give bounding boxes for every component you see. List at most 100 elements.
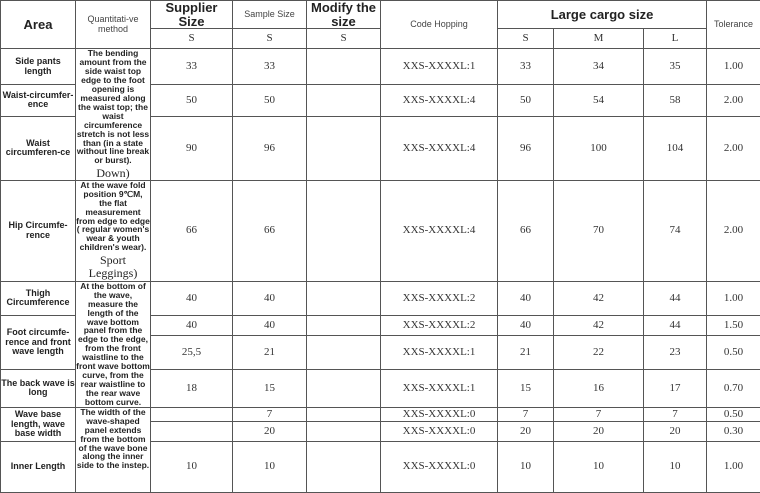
value-cell [151,421,233,441]
value-cell: 70 [554,180,644,281]
method-text: The bending amount from the side waist t… [77,49,149,166]
value-cell: 0.50 [707,407,760,421]
header-cell: Large cargo size [498,1,707,29]
value-cell: XXS-XXXXL:4 [381,116,498,180]
area-cell: Foot circumfe-rence and front wave lengt… [1,315,76,369]
empty-cell [307,369,381,407]
method-cell: At the bottom of the wave, measure the l… [76,281,151,407]
value-cell: 42 [554,281,644,315]
subheader-cell: S [307,29,381,49]
value-cell: 20 [233,421,307,441]
value-cell: 17 [644,369,707,407]
value-cell: 23 [644,335,707,369]
value-cell: 7 [233,407,307,421]
value-cell: 20 [644,421,707,441]
method-note: Sport Leggings) [76,254,150,279]
header-cell: Sample Size [233,1,307,29]
value-cell: 66 [233,180,307,281]
empty-cell [307,281,381,315]
value-cell: 40 [151,315,233,335]
value-cell: 44 [644,281,707,315]
value-cell: 1.00 [707,441,760,492]
method-cell: At the wave fold position 9℃M, the flat … [76,180,151,281]
page: Area Quantitati-ve method Supplier Size … [0,0,760,473]
value-cell: 15 [233,369,307,407]
value-cell: 22 [554,335,644,369]
header-cell: Quantitati-ve method [76,1,151,49]
value-cell: 54 [554,85,644,117]
value-cell: 0.70 [707,369,760,407]
value-cell: 0.30 [707,421,760,441]
value-cell: 0.50 [707,335,760,369]
area-cell: Side pants length [1,49,76,85]
subheader-cell: L [644,29,707,49]
value-cell: 10 [151,441,233,492]
value-cell: 21 [498,335,554,369]
value-cell: 10 [554,441,644,492]
value-cell: 15 [498,369,554,407]
value-cell: 34 [554,49,644,85]
value-cell: 33 [498,49,554,85]
value-cell: XXS-XXXXL:1 [381,335,498,369]
value-cell: XXS-XXXXL:0 [381,441,498,492]
value-cell: XXS-XXXXL:0 [381,407,498,421]
value-cell: XXS-XXXXL:0 [381,421,498,441]
method-note: Down) [76,167,150,180]
value-cell: XXS-XXXXL:4 [381,85,498,117]
value-cell: 33 [233,49,307,85]
value-cell: 10 [644,441,707,492]
value-cell: 66 [498,180,554,281]
area-cell: Waist circumferen-ce [1,116,76,180]
value-cell: 7 [554,407,644,421]
value-cell: 16 [554,369,644,407]
value-cell: 10 [498,441,554,492]
value-cell: 18 [151,369,233,407]
value-cell: 40 [233,281,307,315]
value-cell: 74 [644,180,707,281]
value-cell: XXS-XXXXL:2 [381,281,498,315]
area-cell: Hip Circumfe-rence [1,180,76,281]
value-cell: 58 [644,85,707,117]
value-cell: 7 [644,407,707,421]
value-cell: 10 [233,441,307,492]
value-cell: 50 [233,85,307,117]
header-cell: Supplier Size [151,1,233,29]
area-cell: Thigh Circumference [1,281,76,315]
value-cell: 96 [233,116,307,180]
subheader-cell: M [554,29,644,49]
empty-cell [307,335,381,369]
method-text: At the wave fold position 9℃M, the flat … [76,180,150,252]
value-cell: 40 [498,315,554,335]
value-cell: 42 [554,315,644,335]
value-cell: 50 [498,85,554,117]
area-cell: Waist-circumfer-ence [1,85,76,117]
value-cell: 20 [498,421,554,441]
area-cell: Inner Length [1,441,76,492]
method-cell: The width of the wave-shaped panel exten… [76,407,151,492]
empty-cell [307,85,381,117]
value-cell: 25,5 [151,335,233,369]
empty-cell [307,421,381,441]
empty-cell [307,49,381,85]
value-cell: 1.00 [707,49,760,85]
value-cell: 40 [151,281,233,315]
value-cell: 50 [151,85,233,117]
method-cell: The bending amount from the side waist t… [76,49,151,181]
empty-cell [307,315,381,335]
value-cell: 2.00 [707,180,760,281]
value-cell: 40 [498,281,554,315]
value-cell: XXS-XXXXL:4 [381,180,498,281]
value-cell: 104 [644,116,707,180]
value-cell: 40 [233,315,307,335]
value-cell: 66 [151,180,233,281]
method-text: The width of the wave-shaped panel exten… [77,407,149,470]
value-cell: 90 [151,116,233,180]
header-cell: Modify the size [307,1,381,29]
subheader-cell: S [498,29,554,49]
